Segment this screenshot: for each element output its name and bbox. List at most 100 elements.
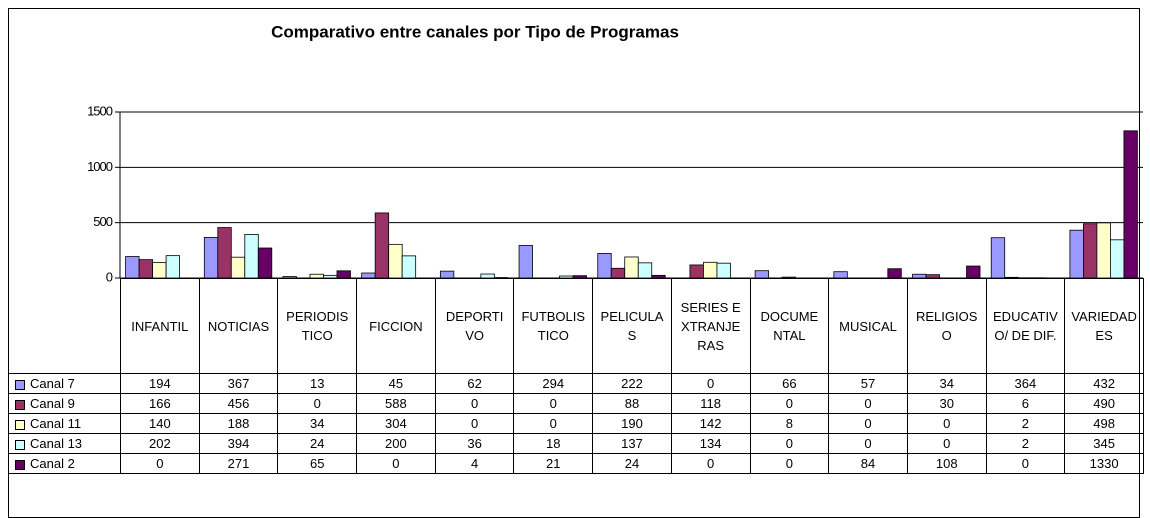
value-cell: 394 [199, 434, 278, 454]
value-cell: 134 [671, 434, 750, 454]
legend-cell: Canal 11 [9, 414, 121, 434]
value-cell: 0 [750, 394, 829, 414]
value-cell: 0 [435, 414, 514, 434]
bar [166, 256, 180, 278]
bar [231, 257, 245, 278]
value-cell: 4 [435, 454, 514, 474]
category-label: VARIEDADES [1065, 279, 1144, 374]
bar [967, 266, 981, 278]
value-cell: 30 [907, 394, 986, 414]
category-label: FUTBOLISTICO [514, 279, 593, 374]
value-cell: 118 [671, 394, 750, 414]
legend-key [15, 440, 25, 450]
bar [218, 228, 232, 278]
value-cell: 137 [593, 434, 672, 454]
category-label: NOTICIAS [199, 279, 278, 374]
category-label: RELIGIOSO [907, 279, 986, 374]
value-cell: 36 [435, 434, 514, 454]
value-cell: 57 [829, 374, 908, 394]
bar [611, 268, 625, 278]
value-cell: 490 [1065, 394, 1144, 414]
value-cell: 24 [593, 454, 672, 474]
value-cell: 84 [829, 454, 908, 474]
legend-key [15, 460, 25, 470]
legend-label: Canal 13 [30, 436, 82, 451]
bar [440, 271, 454, 278]
value-cell: 0 [829, 434, 908, 454]
category-label: PERIODISTICO [278, 279, 357, 374]
value-cell: 0 [278, 394, 357, 414]
value-cell: 0 [671, 374, 750, 394]
category-label: MUSICAL [829, 279, 908, 374]
value-cell: 271 [199, 454, 278, 474]
value-cell: 6 [986, 394, 1065, 414]
legend-label: Canal 2 [30, 456, 75, 471]
bar [153, 263, 167, 278]
value-cell: 62 [435, 374, 514, 394]
category-label: PELICULAS [593, 279, 672, 374]
value-cell: 18 [514, 434, 593, 454]
value-cell: 0 [986, 454, 1065, 474]
category-label: SERIES EXTRANJERAS [671, 279, 750, 374]
value-cell: 0 [514, 414, 593, 434]
legend-label: Canal 9 [30, 396, 75, 411]
legend-label: Canal 11 [30, 416, 81, 431]
legend-cell: Canal 13 [9, 434, 121, 454]
category-label: DEPORTIVO [435, 279, 514, 374]
value-cell: 0 [671, 454, 750, 474]
legend-cell: Canal 2 [9, 454, 121, 474]
corner [9, 279, 121, 374]
value-cell: 0 [750, 434, 829, 454]
bar [139, 260, 153, 278]
bar [337, 271, 351, 278]
value-cell: 0 [357, 454, 436, 474]
value-cell: 0 [435, 394, 514, 414]
value-cell: 345 [1065, 434, 1144, 454]
bar [598, 253, 612, 278]
value-cell: 108 [907, 454, 986, 474]
value-cell: 188 [199, 414, 278, 434]
bar [1097, 223, 1111, 278]
value-cell: 456 [199, 394, 278, 414]
value-cell: 432 [1065, 374, 1144, 394]
value-cell: 65 [278, 454, 357, 474]
y-tick-label: 500 [93, 214, 112, 229]
chart-title: Comparativo entre canales por Tipo de Pr… [271, 22, 679, 41]
value-cell: 34 [907, 374, 986, 394]
value-cell: 0 [829, 394, 908, 414]
value-cell: 498 [1065, 414, 1144, 434]
bar [519, 245, 533, 278]
value-cell: 140 [121, 414, 200, 434]
value-cell: 21 [514, 454, 593, 474]
bar [690, 265, 704, 278]
value-cell: 202 [121, 434, 200, 454]
value-cell: 142 [671, 414, 750, 434]
bar [258, 248, 272, 278]
bar [638, 263, 652, 278]
value-cell: 2 [986, 434, 1065, 454]
value-cell: 367 [199, 374, 278, 394]
value-cell: 190 [593, 414, 672, 434]
value-cell: 166 [121, 394, 200, 414]
bar [126, 257, 140, 278]
bar [402, 256, 416, 278]
bar [389, 244, 403, 278]
bar [625, 257, 639, 278]
category-label: DOCUMENTAL [750, 279, 829, 374]
bar [1124, 131, 1138, 278]
value-cell: 8 [750, 414, 829, 434]
value-cell: 364 [986, 374, 1065, 394]
bar [1083, 224, 1097, 278]
value-cell: 222 [593, 374, 672, 394]
legend-key [15, 420, 25, 430]
value-cell: 0 [121, 454, 200, 474]
legend-key [15, 380, 25, 390]
legend-label: Canal 7 [30, 376, 75, 391]
page: Comparativo entre canales por Tipo de Pr… [0, 0, 1150, 506]
